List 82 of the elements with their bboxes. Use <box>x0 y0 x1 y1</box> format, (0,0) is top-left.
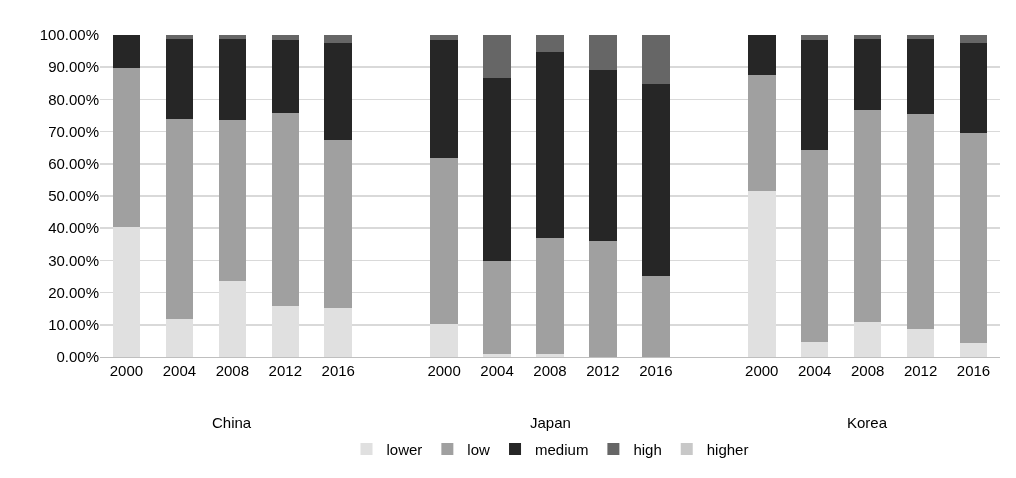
y-tick-label: 20.00% <box>48 283 99 301</box>
bar <box>800 149 829 342</box>
bar <box>430 157 458 324</box>
legend-label: lower <box>386 440 423 458</box>
bar <box>218 120 247 282</box>
x-tick-label: 2008 <box>215 362 250 379</box>
bar <box>906 113 935 329</box>
bar <box>483 77 511 261</box>
x-tick-label: 2016 <box>639 362 673 379</box>
bar <box>112 67 141 227</box>
bar <box>800 341 829 357</box>
x-tick-label: 2000 <box>745 362 779 379</box>
bar <box>959 132 988 343</box>
y-tick-label: 10.00% <box>48 316 99 334</box>
bar <box>642 275 670 357</box>
x-tick-label: 2004 <box>162 362 197 379</box>
bar <box>748 35 776 75</box>
bar <box>430 39 458 158</box>
bar <box>853 109 882 323</box>
bar <box>324 42 352 140</box>
bar <box>642 83 670 276</box>
x-tick-label: 2004 <box>480 362 514 379</box>
bar <box>165 35 194 39</box>
bar <box>165 118 194 319</box>
bar <box>483 353 511 357</box>
text: Japan <box>530 414 571 431</box>
bar <box>748 74 776 191</box>
y-tick-label: 80.00% <box>48 90 99 108</box>
x-tick-label: 2008 <box>850 362 885 379</box>
legend-label: high <box>633 440 662 458</box>
bar <box>112 35 141 68</box>
y-tick-label: 70.00% <box>48 122 99 140</box>
bar <box>959 35 988 43</box>
x-tick-label: 2016 <box>956 362 991 379</box>
x-tick-label: 2000 <box>427 362 461 379</box>
y-tick-label: 60.00% <box>48 155 99 173</box>
y-tick-label: 90.00% <box>48 58 99 76</box>
x-tick-label: 2000 <box>109 362 144 379</box>
bar <box>218 38 247 121</box>
bar <box>906 38 935 114</box>
bar <box>589 241 617 357</box>
bar <box>536 52 564 238</box>
bar <box>536 237 564 354</box>
legend-label: higher <box>706 440 749 458</box>
bar <box>324 139 352 308</box>
bar <box>271 35 300 40</box>
y-tick-label: 40.00% <box>48 219 99 237</box>
bar <box>642 35 670 84</box>
x-tick-label: 2008 <box>533 362 567 379</box>
bar <box>165 38 194 119</box>
bar <box>853 38 882 110</box>
bar <box>218 35 247 39</box>
bar <box>589 70 617 242</box>
bar <box>800 39 829 150</box>
bar <box>589 35 617 71</box>
bar <box>271 112 300 307</box>
bar <box>430 35 458 40</box>
x-tick-label: 2012 <box>586 362 620 379</box>
legend-label: low <box>467 440 491 458</box>
bar <box>906 328 935 357</box>
bar <box>959 342 988 357</box>
text: China <box>212 414 252 431</box>
text: Korea <box>847 414 888 431</box>
bar <box>853 35 882 39</box>
bar <box>536 35 564 53</box>
y-tick-label: 0.00% <box>56 348 99 366</box>
bar <box>800 35 829 40</box>
x-tick-label: 2012 <box>268 362 302 379</box>
bar <box>483 260 511 354</box>
bar <box>536 353 564 357</box>
x-tick-label: 2012 <box>903 362 938 379</box>
bar <box>906 35 935 39</box>
bar <box>959 42 988 133</box>
y-tick-label: 30.00% <box>48 251 99 269</box>
x-tick-label: 2016 <box>321 362 355 379</box>
bar <box>324 35 352 43</box>
x-tick-label: 2004 <box>798 362 832 379</box>
y-tick-label: 100.00% <box>39 26 99 44</box>
legend-label: medium <box>535 440 589 458</box>
bar <box>271 39 300 113</box>
bar <box>483 35 511 78</box>
y-tick-label: 50.00% <box>48 187 99 205</box>
